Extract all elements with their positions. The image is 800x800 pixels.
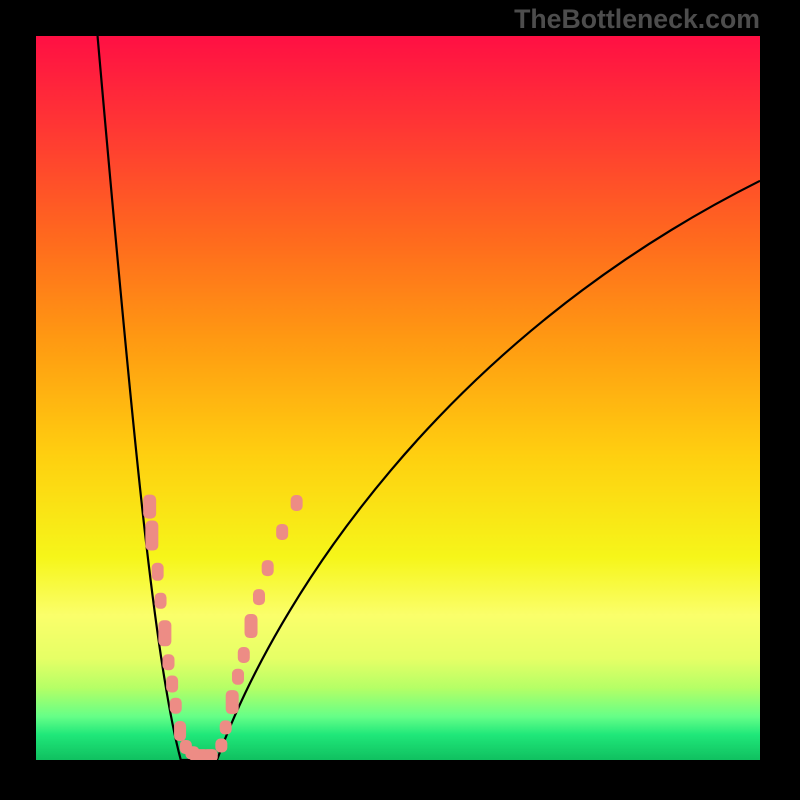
watermark-label: TheBottleneck.com [514,4,760,35]
data-marker [238,647,250,663]
data-marker [174,721,186,741]
data-marker [202,749,218,760]
data-marker [155,593,167,609]
data-marker [232,669,244,685]
data-marker [253,589,265,605]
plot-area [36,36,760,760]
data-marker [145,521,158,551]
data-marker [166,675,178,692]
data-marker [245,614,258,638]
data-marker [220,720,232,734]
curve-overlay [36,36,760,760]
data-marker [162,654,174,670]
data-marker [158,620,171,646]
data-marker [262,560,274,576]
data-marker [143,495,156,519]
chart-container: TheBottleneck.com [0,0,800,800]
data-marker [215,739,227,753]
bottleneck-curve [98,36,760,760]
data-marker [152,563,164,581]
data-marker [226,690,239,714]
data-marker [170,698,182,714]
data-marker [291,495,303,511]
data-marker [276,524,288,540]
